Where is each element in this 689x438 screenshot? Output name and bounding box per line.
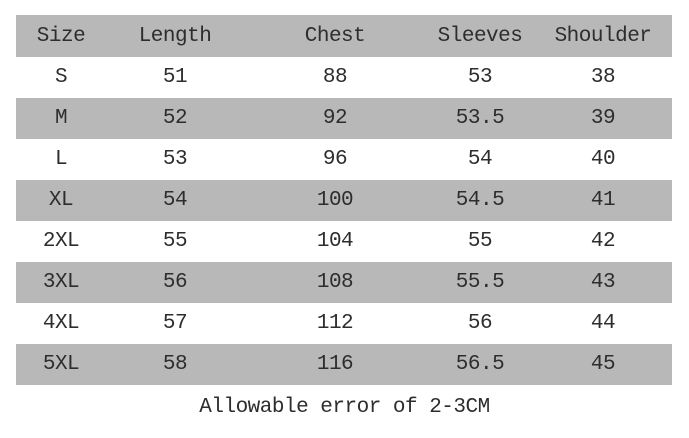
size-cell: 4XL	[42, 312, 80, 335]
header-cell-sleeves: Sleeves	[437, 24, 523, 48]
table-row-l: L 53 96 54 40	[16, 139, 672, 180]
shoulder-cell: 40	[590, 148, 616, 171]
shoulder-cell: 44	[590, 312, 616, 335]
shoulder-cell: 38	[590, 66, 616, 89]
size-cell: M	[54, 107, 68, 130]
shoulder-cell: 39	[590, 107, 616, 130]
length-cell: 53	[162, 148, 188, 171]
shoulder-cell: 43	[590, 271, 616, 294]
chest-cell: 112	[316, 312, 354, 335]
chest-cell: 116	[316, 353, 354, 376]
table-header-row: Size Length Chest Sleeves Shoulder	[16, 15, 672, 57]
sleeves-cell: 56.5	[455, 353, 505, 376]
tolerance-note: Allowable error of 2-3CM	[199, 396, 490, 419]
table-row-m: M 52 92 53.5 39	[16, 98, 672, 139]
table-row-2xl: 2XL 55 104 55 42	[16, 221, 672, 262]
sleeves-cell: 55.5	[455, 271, 505, 294]
sleeves-cell: 54.5	[455, 189, 505, 212]
chest-cell: 104	[316, 230, 354, 253]
header-cell-chest: Chest	[304, 24, 366, 48]
size-cell: 3XL	[42, 271, 80, 294]
header-cell-shoulder: Shoulder	[554, 24, 652, 48]
table-row-3xl: 3XL 56 108 55.5 43	[16, 262, 672, 303]
header-cell-size: Size	[36, 24, 86, 48]
size-cell: S	[54, 66, 68, 89]
length-cell: 51	[162, 66, 188, 89]
table-row-xl: XL 54 100 54.5 41	[16, 180, 672, 221]
length-cell: 58	[162, 353, 188, 376]
chest-cell: 108	[316, 271, 354, 294]
sleeves-cell: 53.5	[455, 107, 505, 130]
shoulder-cell: 42	[590, 230, 616, 253]
length-cell: 54	[162, 189, 188, 212]
length-cell: 57	[162, 312, 188, 335]
length-cell: 52	[162, 107, 188, 130]
length-cell: 56	[162, 271, 188, 294]
size-chart-table: Size Length Chest Sleeves Shoulder S 51 …	[16, 15, 672, 385]
table-row-s: S 51 88 53 38	[16, 57, 672, 98]
table-row-5xl: 5XL 58 116 56.5 45	[16, 344, 672, 385]
table-row-4xl: 4XL 57 112 56 44	[16, 303, 672, 344]
size-cell: XL	[48, 189, 74, 212]
size-cell: 2XL	[42, 230, 80, 253]
sleeves-cell: 54	[467, 148, 493, 171]
header-cell-length: Length	[138, 24, 212, 48]
chest-cell: 92	[322, 107, 348, 130]
shoulder-cell: 41	[590, 189, 616, 212]
sleeves-cell: 55	[467, 230, 493, 253]
size-cell: L	[54, 148, 68, 171]
chest-cell: 100	[316, 189, 354, 212]
sleeves-cell: 53	[467, 66, 493, 89]
length-cell: 55	[162, 230, 188, 253]
size-cell: 5XL	[42, 353, 80, 376]
chest-cell: 96	[322, 148, 348, 171]
chest-cell: 88	[322, 66, 348, 89]
sleeves-cell: 56	[467, 312, 493, 335]
shoulder-cell: 45	[590, 353, 616, 376]
